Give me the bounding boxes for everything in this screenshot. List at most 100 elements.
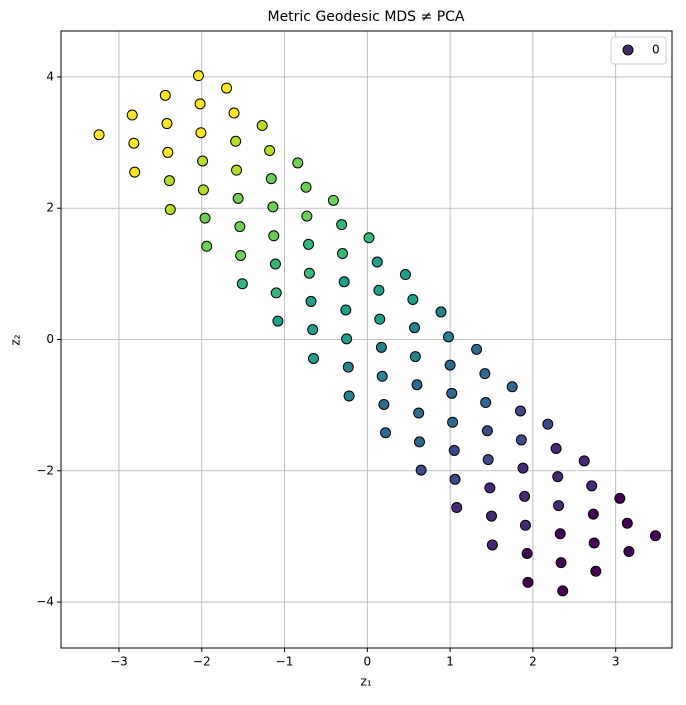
point	[623, 546, 635, 558]
y-tick-label: 4	[46, 69, 54, 83]
point	[435, 306, 447, 318]
point	[447, 416, 459, 428]
point	[554, 528, 566, 540]
point	[621, 517, 633, 529]
point	[448, 444, 460, 456]
point	[303, 238, 315, 250]
point	[192, 70, 204, 82]
point	[521, 547, 533, 559]
point	[272, 315, 284, 327]
point	[407, 293, 419, 305]
point	[197, 184, 209, 196]
legend-box	[610, 36, 667, 65]
point	[557, 585, 569, 597]
point	[327, 194, 339, 206]
point	[484, 482, 496, 494]
point	[590, 565, 602, 577]
point	[376, 370, 388, 382]
point	[375, 341, 387, 353]
point	[221, 82, 233, 94]
point	[264, 144, 276, 156]
plot-frame	[60, 30, 673, 649]
chart-title: Metric Geodesic MDS ≠ PCA	[267, 9, 464, 25]
point	[256, 120, 268, 132]
point	[338, 276, 350, 288]
point	[371, 256, 383, 268]
point	[399, 269, 411, 281]
point	[481, 425, 493, 437]
y-tick-label: 0	[46, 332, 54, 346]
point	[341, 333, 353, 345]
point	[300, 181, 312, 193]
point	[413, 407, 425, 419]
point	[163, 175, 175, 187]
point	[519, 519, 531, 531]
y-axis-label: z₂	[9, 334, 23, 345]
point	[578, 455, 590, 467]
point	[93, 129, 105, 141]
point	[374, 313, 386, 325]
point	[265, 173, 277, 185]
point	[303, 267, 315, 279]
point	[479, 368, 491, 380]
point	[550, 442, 562, 454]
point	[519, 490, 531, 502]
x-tick-label: 1	[446, 655, 454, 669]
point	[614, 492, 626, 504]
point	[444, 359, 456, 371]
point	[482, 454, 494, 466]
point	[486, 539, 498, 551]
point	[307, 324, 319, 336]
point	[232, 192, 244, 204]
y-tick-label: −2	[36, 463, 54, 477]
y-tick-label: −4	[36, 595, 54, 609]
point	[270, 287, 282, 299]
point	[126, 109, 138, 121]
point	[308, 353, 320, 365]
point	[236, 278, 248, 290]
point	[235, 249, 247, 261]
point	[380, 427, 392, 439]
point	[342, 361, 354, 373]
legend-marker	[622, 44, 634, 56]
point	[480, 397, 492, 409]
point	[555, 557, 567, 569]
point	[269, 258, 281, 270]
point	[517, 462, 529, 474]
point	[363, 232, 375, 244]
x-tick-label: 3	[612, 655, 620, 669]
y-tick-label: 2	[46, 201, 54, 215]
point	[128, 137, 140, 149]
x-axis-label: z₁	[360, 675, 371, 689]
point	[451, 502, 463, 514]
point	[515, 434, 527, 446]
point	[446, 387, 458, 399]
point	[161, 118, 173, 130]
x-tick-label: −2	[193, 655, 211, 669]
point	[649, 530, 661, 542]
point	[471, 343, 483, 355]
point	[586, 480, 598, 492]
point	[373, 284, 385, 296]
point	[553, 500, 565, 512]
point	[542, 418, 554, 430]
x-tick-label: −1	[276, 655, 294, 669]
point	[552, 471, 564, 483]
point	[442, 331, 454, 343]
point	[506, 381, 518, 393]
point	[522, 576, 534, 588]
point	[409, 351, 421, 363]
point	[486, 510, 498, 522]
point	[413, 436, 425, 448]
point	[201, 240, 213, 252]
point	[268, 230, 280, 242]
point	[411, 379, 423, 391]
point	[336, 248, 348, 260]
x-tick-label: 2	[529, 655, 537, 669]
point	[159, 89, 171, 101]
point	[234, 221, 246, 233]
point	[162, 146, 174, 158]
point	[195, 127, 207, 139]
point	[164, 204, 176, 216]
